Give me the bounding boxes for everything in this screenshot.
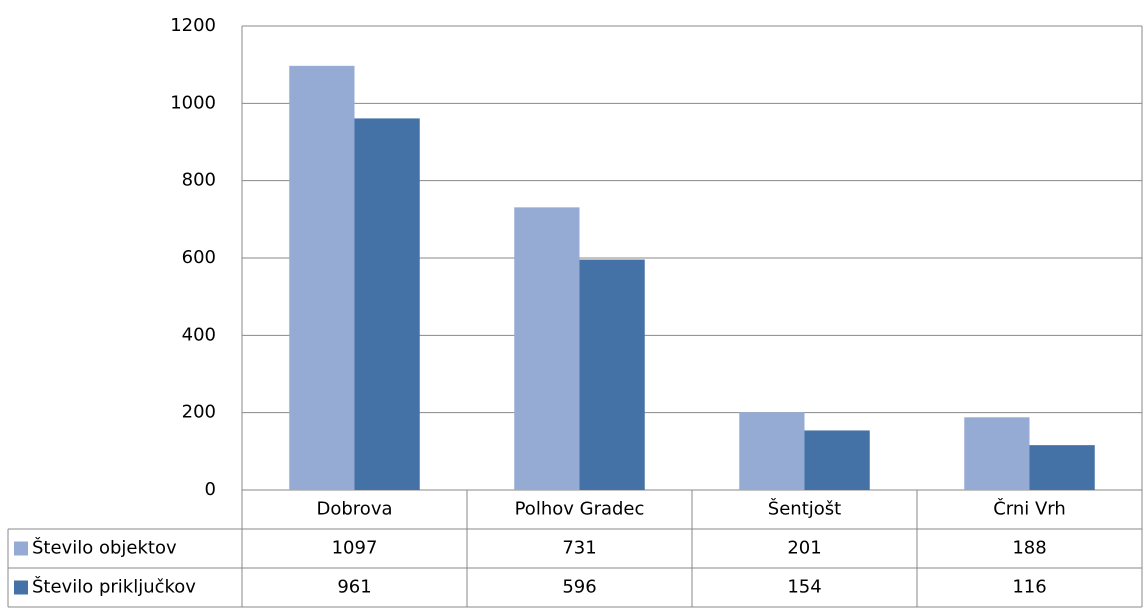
y-tick-label: 200 — [182, 402, 216, 423]
table-value: 596 — [562, 577, 596, 598]
table-value: 961 — [337, 577, 371, 598]
x-tick-label: Črni Vrh — [993, 498, 1066, 520]
bar — [964, 417, 1030, 490]
legend-label: Število priključkov — [32, 576, 196, 598]
bar — [514, 207, 580, 490]
table-value: 116 — [1012, 577, 1046, 598]
x-tick-label: Polhov Gradec — [515, 499, 645, 520]
y-tick-label: 1200 — [170, 15, 216, 36]
bar — [579, 259, 645, 490]
bar — [804, 430, 870, 490]
y-tick-label: 800 — [182, 170, 216, 191]
table-value: 201 — [787, 538, 821, 559]
y-tick-label: 600 — [182, 247, 216, 268]
legend-swatch — [14, 580, 28, 595]
legend-swatch — [14, 541, 28, 556]
y-tick-label: 1000 — [170, 92, 216, 113]
bar — [289, 65, 355, 491]
y-tick-label: 400 — [182, 324, 216, 345]
table-value: 188 — [1012, 538, 1046, 559]
table-value: 1097 — [332, 538, 378, 559]
bar — [1029, 445, 1095, 490]
bar — [354, 118, 420, 490]
bar — [739, 412, 805, 490]
table-value: 154 — [787, 577, 821, 598]
legend-label: Število objektov — [32, 537, 177, 559]
x-tick-label: Šentjošt — [768, 498, 841, 520]
y-tick-label: 0 — [205, 479, 216, 500]
table-value: 731 — [562, 538, 596, 559]
x-tick-label: Dobrova — [317, 499, 393, 520]
